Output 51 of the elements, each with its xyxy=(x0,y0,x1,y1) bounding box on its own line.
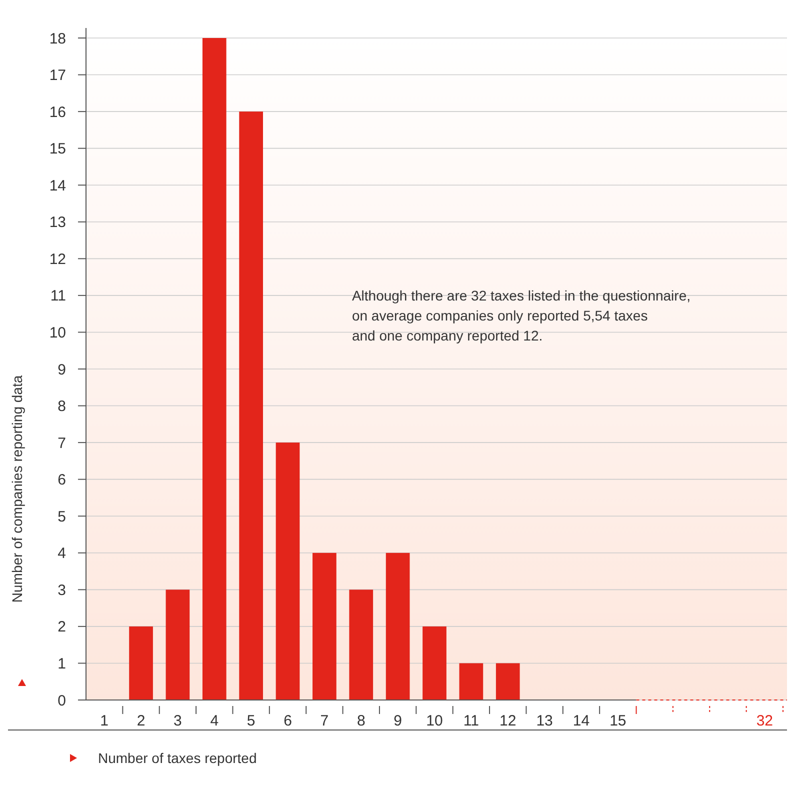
x-tick-label: 2 xyxy=(136,712,146,730)
x-tick-label: 32 xyxy=(756,712,773,730)
y-tick-label: 15 xyxy=(49,140,66,158)
y-tick-label: 1 xyxy=(58,655,66,672)
x-tick-label: 15 xyxy=(610,712,626,730)
y-axis-title: Number of companies reporting data xyxy=(9,375,25,603)
annotation: on average companies only reported 5,54 taxes xyxy=(352,307,648,324)
annotation: and one company reported 12. xyxy=(352,327,543,344)
x-tick-label: 14 xyxy=(572,712,590,730)
y-tick-label: 9 xyxy=(58,361,66,378)
x-tick-label: 9 xyxy=(394,712,402,730)
y-tick-label: 3 xyxy=(58,582,66,599)
bar xyxy=(349,590,374,700)
bar xyxy=(166,590,190,700)
y-tick-label: 4 xyxy=(58,545,66,562)
x-tick-label: 5 xyxy=(246,712,256,730)
x-tick-label: 6 xyxy=(284,712,292,730)
bar xyxy=(496,663,520,700)
bar xyxy=(129,626,153,700)
bar xyxy=(312,552,336,700)
bar xyxy=(459,663,484,700)
x-tick-label: 7 xyxy=(320,712,329,730)
x-tick-label: 8 xyxy=(356,712,366,730)
bar xyxy=(276,442,300,700)
y-tick-label: 0 xyxy=(58,692,66,710)
bar xyxy=(386,552,410,700)
y-tick-label: 13 xyxy=(49,214,66,232)
x-tick-label: 10 xyxy=(426,712,443,730)
y-tick-label: 8 xyxy=(58,398,66,416)
y-tick-label: 11 xyxy=(50,288,66,305)
y-tick-label: 16 xyxy=(49,104,66,121)
bar xyxy=(239,112,263,700)
x-tick-label: 3 xyxy=(174,712,182,730)
x-tick-label: 11 xyxy=(463,712,479,730)
annotation: Although there are 32 taxes listed in the questionnaire, xyxy=(352,287,691,304)
x-axis-title: Number of taxes reported xyxy=(98,750,257,766)
y-tick-label: 7 xyxy=(58,434,66,452)
bar xyxy=(422,626,446,700)
y-tick-label: 6 xyxy=(58,472,66,489)
x-tick-label: 1 xyxy=(100,712,109,730)
y-tick-label: 12 xyxy=(49,250,66,268)
y-tick-label: 5 xyxy=(58,508,66,526)
x-tick-label: 13 xyxy=(536,712,553,730)
x-tick-label: 4 xyxy=(210,712,219,730)
y-tick-label: 10 xyxy=(49,324,66,342)
y-tick-label: 2 xyxy=(58,618,66,636)
bar xyxy=(202,38,226,700)
y-tick-label: 14 xyxy=(49,177,66,194)
y-tick-label: 18 xyxy=(49,30,66,48)
x-tick-label: 12 xyxy=(500,712,516,730)
y-tick-label: 17 xyxy=(49,67,66,84)
